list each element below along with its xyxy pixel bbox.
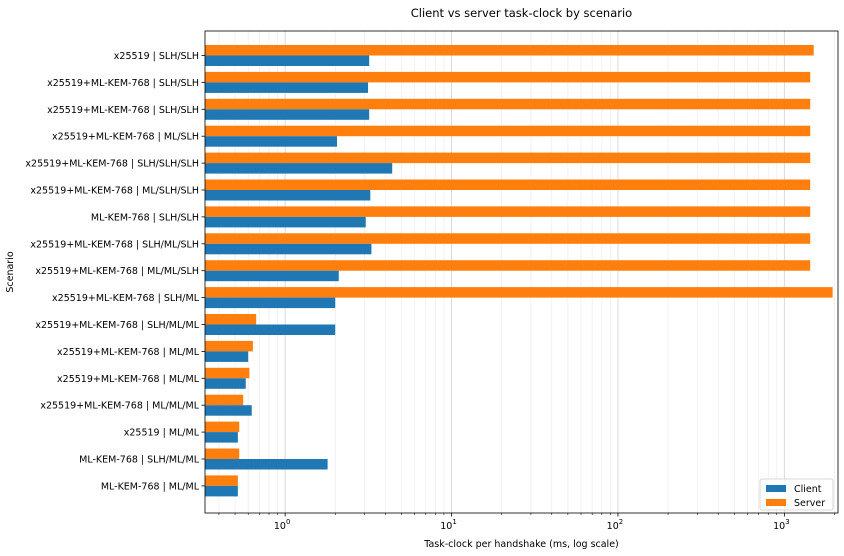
- y-tick-label: x25519+ML-KEM-768 | SLH/ML/ML: [35, 320, 199, 331]
- legend-client-label: Client: [794, 484, 822, 495]
- x-axis-ticks: 100 101 102 103: [218, 513, 835, 532]
- bar-client: [205, 243, 372, 255]
- y-tick-label: x25519+ML-KEM-768 | SLH/ML/SLH: [30, 239, 199, 250]
- x-tick-label: 103: [773, 518, 790, 532]
- bar-server: [205, 125, 811, 137]
- bar-server: [205, 367, 250, 379]
- x-tick-label: 101: [440, 518, 457, 532]
- bar-server: [205, 421, 240, 433]
- bar-server: [205, 287, 833, 298]
- y-axis-ticks: x25519 | SLH/SLH x25519+ML-KEM-768 | SLH/…: [25, 51, 205, 492]
- legend: Client Server: [759, 478, 834, 511]
- y-tick-label: x25519+ML-KEM-768 | ML/ML: [57, 374, 200, 385]
- bar-client: [205, 405, 252, 416]
- bar-client: [205, 82, 369, 93]
- y-tick-label: x25519+ML-KEM-768 | SLH/ML: [52, 293, 200, 304]
- bar-client: [205, 216, 366, 228]
- y-tick-label: ML-KEM-768 | SLH/SLH: [91, 212, 199, 223]
- bar-server: [205, 233, 811, 244]
- bar-server: [205, 448, 240, 459]
- bar-server: [205, 260, 811, 271]
- legend-server-label: Server: [794, 498, 825, 509]
- bar-server: [205, 314, 257, 325]
- bar-server: [205, 340, 253, 352]
- bar-server: [205, 475, 238, 486]
- bar-server: [205, 152, 811, 164]
- y-tick-label: ML-KEM-768 | ML/ML: [101, 481, 200, 492]
- legend-client-swatch: [766, 485, 786, 492]
- legend-server-swatch: [766, 499, 786, 506]
- y-tick-label: x25519+ML-KEM-768 | ML/SLH: [52, 132, 199, 143]
- bar-server: [205, 394, 244, 406]
- bar-client: [205, 297, 336, 309]
- bar-client: [205, 324, 336, 335]
- x-axis-label: Task-clock per handshake (ms, log scale): [423, 539, 619, 550]
- bars: [205, 45, 833, 497]
- y-tick-label: x25519+ML-KEM-768 | SLH/SLH: [47, 78, 199, 89]
- plot-frame: [204, 30, 839, 514]
- y-tick-label: x25519+ML-KEM-768 | ML/ML/SLH: [35, 266, 199, 277]
- bar-client: [205, 459, 328, 470]
- y-tick-label: x25519 | ML/ML: [124, 428, 200, 439]
- bar-server: [205, 98, 811, 110]
- bar-client: [205, 485, 238, 497]
- chart-title: Client vs server task-clock by scenario: [411, 6, 632, 20]
- y-tick-label: x25519+ML-KEM-768 | SLH/SLH: [47, 105, 199, 116]
- y-tick-label: x25519 | SLH/SLH: [114, 51, 199, 62]
- bar-client: [205, 136, 338, 147]
- bar-client: [205, 432, 238, 443]
- bar-server: [205, 206, 811, 217]
- bar-server: [205, 179, 811, 190]
- bar-client: [205, 270, 339, 282]
- x-tick-label: 102: [607, 518, 624, 532]
- y-tick-label: x25519+ML-KEM-768 | ML/SLH/SLH: [30, 186, 199, 197]
- bar-client: [205, 163, 393, 174]
- y-tick-label: x25519+ML-KEM-768 | ML/ML/ML: [40, 401, 199, 412]
- bar-server: [205, 71, 811, 83]
- bar-client: [205, 190, 371, 201]
- bar-server: [205, 45, 814, 56]
- bar-client: [205, 55, 370, 66]
- bar-client: [205, 351, 249, 362]
- y-axis-label: Scenario: [5, 251, 16, 292]
- x-tick-label: 100: [274, 518, 291, 532]
- y-tick-label: x25519+ML-KEM-768 | SLH/SLH/SLH: [25, 159, 199, 170]
- bar-client: [205, 378, 246, 389]
- bar-client: [205, 109, 370, 120]
- y-tick-label: x25519+ML-KEM-768 | ML/ML: [57, 347, 200, 358]
- y-tick-label: ML-KEM-768 | SLH/ML/ML: [79, 455, 200, 466]
